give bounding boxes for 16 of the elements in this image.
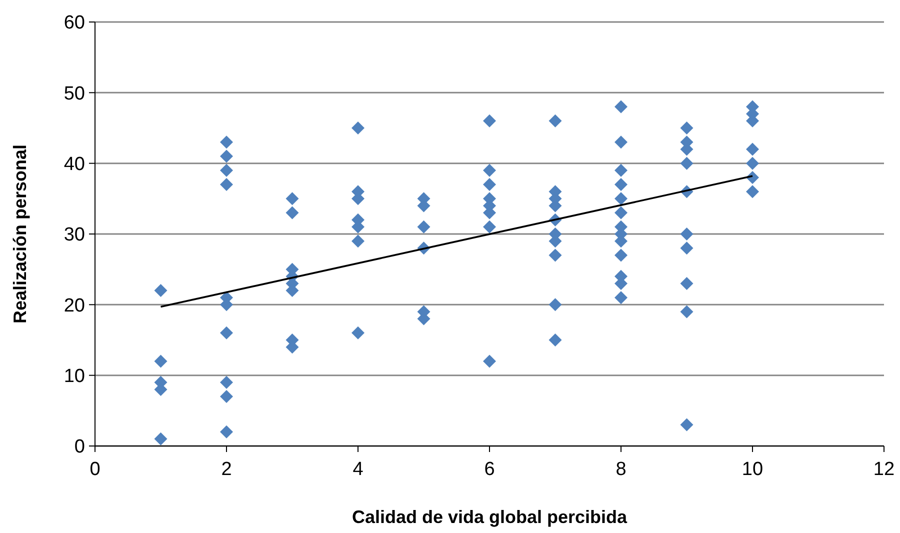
x-tick-label: 0	[90, 459, 100, 480]
y-tick-label: 0	[74, 436, 85, 458]
y-tick-label: 20	[64, 295, 85, 316]
x-tick-label: 6	[484, 459, 495, 480]
x-tick-label: 10	[742, 459, 764, 480]
y-tick-label: 40	[64, 154, 85, 175]
x-tick-label: 8	[616, 459, 626, 480]
x-tick-label: 4	[352, 459, 364, 480]
y-tick-label: 50	[64, 83, 85, 104]
x-tick-label: 12	[873, 459, 895, 480]
y-tick-label: 10	[64, 366, 85, 387]
x-tick-label: 2	[221, 459, 232, 480]
y-tick-label: 30	[64, 224, 85, 246]
y-tick-label: 60	[64, 12, 85, 34]
y-axis-title: Realización personal	[10, 144, 30, 324]
x-axis-title: Calidad de vida global percibida	[352, 507, 628, 527]
